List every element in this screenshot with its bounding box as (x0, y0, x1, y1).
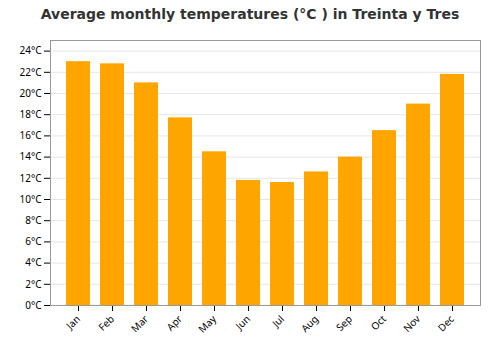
svg-text:24°C: 24°C (19, 43, 42, 57)
svg-text:14°C: 14°C (19, 149, 42, 163)
svg-text:Jun: Jun (232, 312, 253, 333)
svg-text:Oct: Oct (368, 312, 390, 334)
svg-text:18°C: 18°C (19, 107, 42, 121)
svg-text:4°C: 4°C (25, 255, 42, 269)
svg-text:Jan: Jan (62, 312, 83, 333)
svg-text:0°C: 0°C (25, 298, 42, 312)
svg-text:16°C: 16°C (19, 128, 42, 142)
svg-text:Nov: Nov (400, 311, 424, 335)
html-text:Average monthly temperatures (: Average monthly temperatures (°C ) in Tr… (40, 6, 460, 22)
svg-text:Feb: Feb (95, 312, 117, 334)
svg-text:8°C: 8°C (25, 213, 42, 227)
svg-text:2°C: 2°C (25, 277, 42, 291)
svg-text:May: May (195, 311, 220, 336)
svg-text:20°C: 20°C (19, 86, 42, 100)
svg-text:Sep: Sep (333, 312, 355, 334)
svg-text:Dec: Dec (434, 312, 457, 335)
svg-text:12°C: 12°C (19, 171, 42, 185)
svg-text:22°C: 22°C (19, 65, 42, 79)
svg-text:Mar: Mar (128, 312, 151, 335)
svg-text:Apr: Apr (163, 312, 185, 334)
svg-text:10°C: 10°C (19, 192, 42, 206)
svg-text:6°C: 6°C (25, 234, 42, 248)
svg-text:Jul: Jul (268, 312, 287, 331)
svg-text:Aug: Aug (298, 312, 321, 335)
